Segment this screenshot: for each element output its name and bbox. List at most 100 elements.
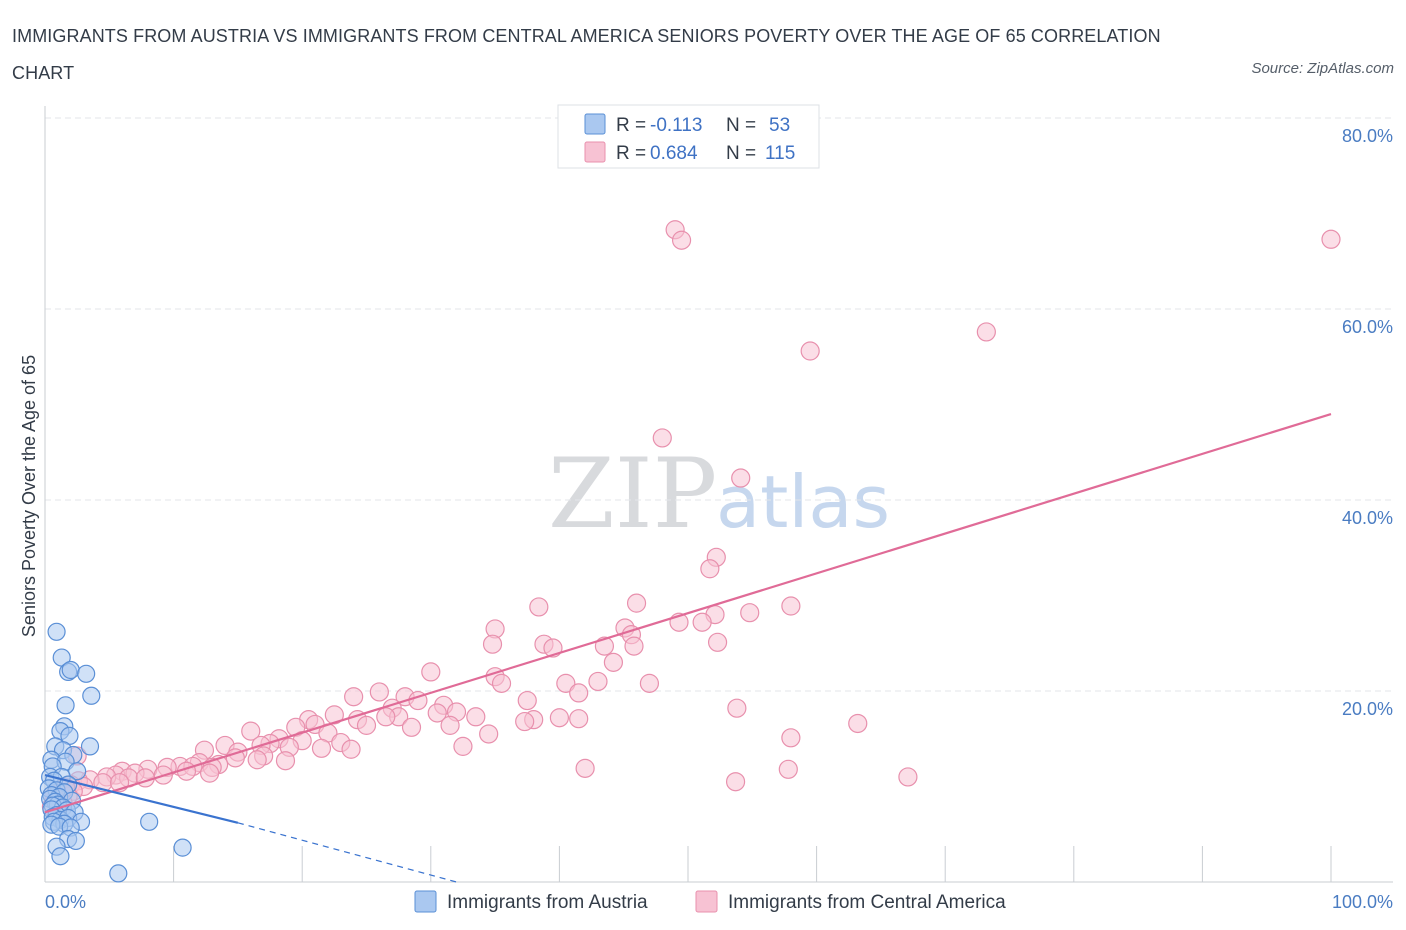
austria-point-51 bbox=[51, 847, 70, 866]
central-america-point-23 bbox=[707, 632, 728, 652]
central-america-point-22 bbox=[624, 636, 644, 656]
x-tick-label-max: 100.0% bbox=[1332, 892, 1393, 912]
austria-point-48 bbox=[66, 831, 85, 851]
austria-point-0 bbox=[47, 622, 66, 641]
central-america-point-26 bbox=[421, 662, 441, 682]
central-america-point-72 bbox=[453, 736, 473, 756]
y-tick-labels: 20.0% 40.0% 60.0% 80.0% bbox=[1342, 126, 1393, 719]
trend-lines bbox=[44, 412, 1332, 883]
central-america-point-42 bbox=[427, 703, 447, 723]
central-america-point-25 bbox=[603, 652, 624, 672]
austria-point-4 bbox=[77, 664, 96, 683]
central-america-point-56 bbox=[479, 724, 499, 744]
chart-title: IMMIGRANTS FROM AUSTRIA VS IMMIGRANTS FR… bbox=[12, 26, 1161, 83]
central-america-point-53 bbox=[356, 715, 377, 735]
central-america-point-6 bbox=[731, 468, 751, 488]
y-axis-label: Seniors Poverty Over the Age of 65 bbox=[19, 355, 39, 637]
central-america-point-32 bbox=[569, 683, 589, 703]
central-america-point-15 bbox=[692, 612, 712, 632]
central-america-point-54 bbox=[401, 717, 422, 737]
central-america-point-3 bbox=[976, 322, 996, 342]
central-america-point-55 bbox=[440, 715, 460, 735]
series-austria-points bbox=[39, 622, 192, 883]
central-america-point-31 bbox=[556, 673, 576, 693]
central-america-point-57 bbox=[727, 698, 747, 718]
central-america-point-94 bbox=[200, 763, 220, 783]
bottom-legend-swatch-austria bbox=[414, 890, 437, 913]
austria-trend-line bbox=[44, 773, 239, 824]
central-america-point-19 bbox=[482, 634, 503, 654]
legend-n-label-austria: N = bbox=[726, 115, 756, 136]
legend-r-label-central-america: R = bbox=[616, 143, 646, 164]
central-america-point-5 bbox=[652, 428, 672, 448]
central-america-point-10 bbox=[626, 593, 647, 613]
central-america-point-1 bbox=[671, 230, 692, 250]
bottom-legend: Immigrants from Austria Immigrants from … bbox=[414, 890, 1006, 913]
central-america-point-77 bbox=[247, 750, 267, 770]
central-america-point-46 bbox=[549, 708, 570, 728]
legend-n-value-austria: 53 bbox=[769, 115, 790, 136]
legend-r-label-austria: R = bbox=[616, 115, 646, 136]
y-tick-label-0: 20.0% bbox=[1342, 699, 1393, 719]
central-america-point-28 bbox=[588, 671, 608, 692]
legend-swatch-austria bbox=[584, 113, 606, 135]
central-america-point-71 bbox=[341, 739, 361, 759]
legend-r-value-central-america: 0.684 bbox=[650, 143, 698, 164]
watermark: ZIP atlas bbox=[548, 438, 890, 550]
x-tick-labels: 0.0% 100.0% bbox=[45, 892, 1393, 912]
central-america-point-110 bbox=[778, 759, 798, 779]
y-tick-label-1: 40.0% bbox=[1342, 508, 1393, 528]
central-america-trend-line bbox=[44, 412, 1332, 814]
legend-n-value-central-america: 115 bbox=[765, 143, 795, 164]
central-america-point-109 bbox=[575, 758, 595, 778]
central-america-point-70 bbox=[311, 738, 332, 758]
austria-point-50 bbox=[173, 838, 192, 857]
central-america-point-59 bbox=[781, 728, 801, 748]
central-america-point-2 bbox=[1321, 229, 1341, 249]
central-america-point-9 bbox=[529, 597, 549, 617]
bottom-legend-label-central-america: Immigrants from Central America bbox=[728, 892, 1006, 913]
central-america-point-50 bbox=[376, 707, 396, 727]
central-america-point-21 bbox=[594, 636, 615, 656]
central-america-point-58 bbox=[848, 713, 868, 734]
central-america-point-8 bbox=[700, 559, 720, 579]
bottom-legend-label-austria: Immigrants from Austria bbox=[447, 892, 648, 913]
central-america-point-51 bbox=[515, 711, 535, 732]
source-credit: Source: ZipAtlas.com bbox=[1251, 60, 1394, 77]
central-america-point-47 bbox=[569, 709, 589, 729]
central-america-point-4 bbox=[800, 341, 820, 361]
x-tick-marks bbox=[173, 846, 1332, 882]
austria-point-3 bbox=[61, 660, 80, 680]
watermark-zip: ZIP bbox=[548, 438, 717, 550]
austria-point-5 bbox=[82, 686, 101, 705]
central-america-point-33 bbox=[517, 690, 537, 711]
central-america-point-13 bbox=[740, 603, 760, 623]
central-america-point-111 bbox=[898, 767, 918, 787]
central-america-point-61 bbox=[241, 721, 261, 741]
legend-r-value-austria: -0.113 bbox=[650, 115, 702, 136]
bottom-legend-swatch-central-america bbox=[695, 890, 718, 913]
austria-point-12 bbox=[80, 737, 100, 756]
gridlines bbox=[45, 117, 1393, 692]
austria-point-46 bbox=[140, 812, 159, 831]
central-america-point-36 bbox=[344, 687, 364, 707]
central-america-point-30 bbox=[491, 673, 512, 693]
central-america-point-112 bbox=[725, 772, 746, 792]
y-tick-label-2: 60.0% bbox=[1342, 317, 1393, 337]
central-america-point-29 bbox=[639, 673, 660, 693]
central-america-point-41 bbox=[324, 705, 344, 725]
central-america-point-78 bbox=[275, 751, 296, 771]
series-central-america-points bbox=[41, 220, 1341, 817]
legend-n-label-central-america: N = bbox=[726, 143, 756, 164]
austria-point-52 bbox=[109, 864, 128, 883]
central-america-point-44 bbox=[466, 707, 486, 727]
central-america-point-11 bbox=[781, 596, 801, 616]
central-america-point-34 bbox=[369, 682, 389, 702]
stats-legend: R = -0.113 N = 53 R = 0.684 N = 115 bbox=[557, 104, 820, 169]
y-tick-label-3: 80.0% bbox=[1342, 126, 1393, 146]
austria-point-6 bbox=[56, 696, 75, 715]
axes bbox=[44, 106, 1393, 883]
x-tick-label-min: 0.0% bbox=[45, 892, 86, 912]
austria-trend-extension bbox=[237, 822, 457, 883]
